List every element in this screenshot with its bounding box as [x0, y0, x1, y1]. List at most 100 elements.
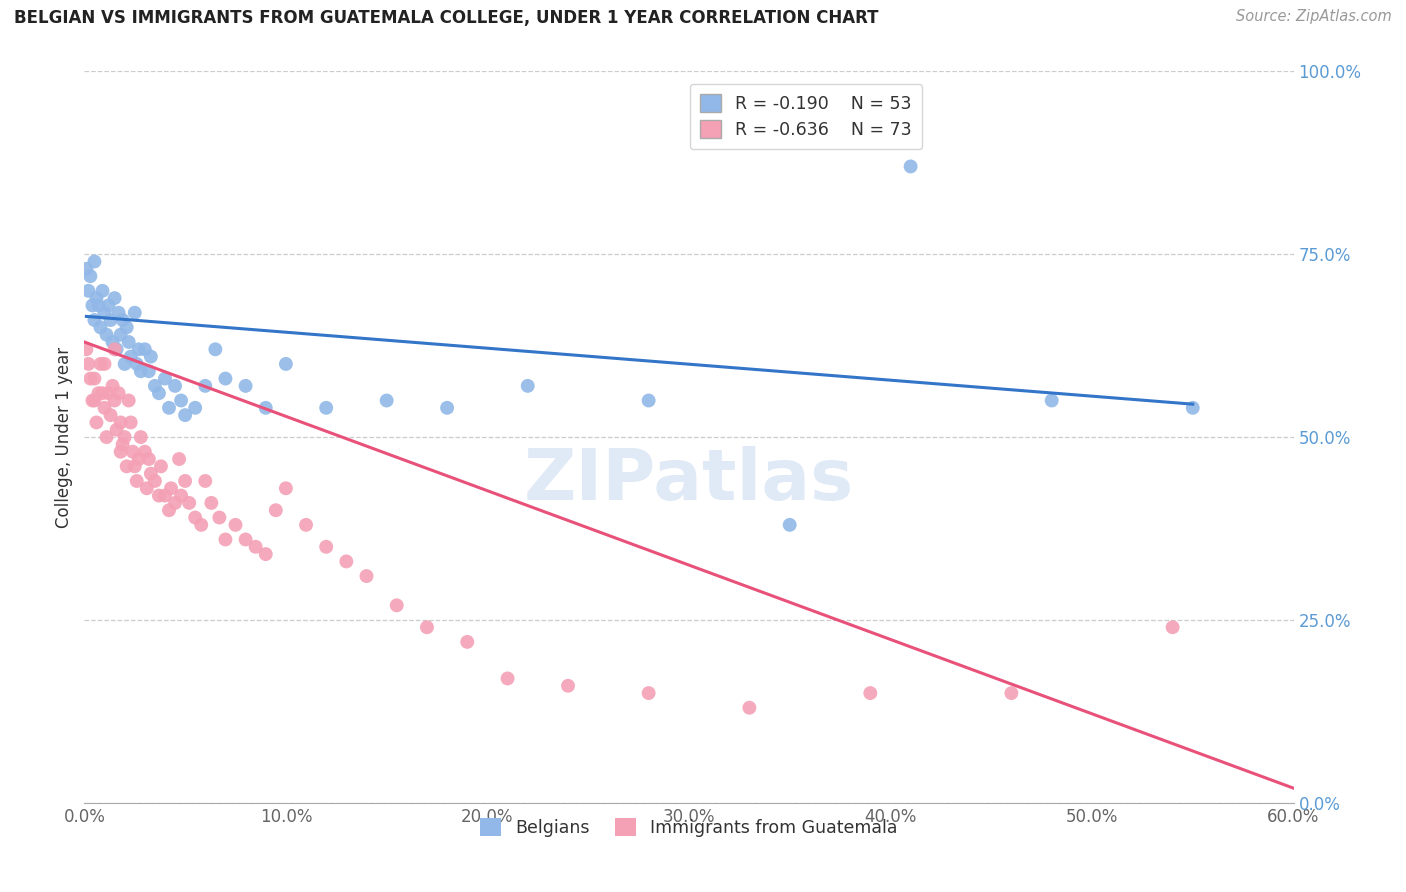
Point	[125, 357, 148, 371]
Point	[859, 686, 882, 700]
Point	[124, 306, 146, 320]
Point	[315, 401, 337, 415]
Point	[110, 444, 132, 458]
Point	[436, 401, 458, 415]
Point	[637, 686, 659, 700]
Point	[167, 452, 190, 467]
Point	[120, 350, 142, 364]
Point	[315, 540, 337, 554]
Point	[79, 371, 101, 385]
Point	[143, 379, 166, 393]
Point	[214, 533, 236, 547]
Point	[356, 569, 378, 583]
Point	[235, 533, 257, 547]
Point	[779, 517, 801, 532]
Text: ZIPatlas: ZIPatlas	[524, 447, 853, 516]
Point	[100, 408, 122, 422]
Point	[637, 393, 659, 408]
Point	[1040, 393, 1063, 408]
Point	[190, 517, 212, 532]
Point	[83, 393, 105, 408]
Point	[111, 437, 134, 451]
Point	[208, 510, 231, 524]
Point	[120, 416, 142, 430]
Text: BELGIAN VS IMMIGRANTS FROM GUATEMALA COLLEGE, UNDER 1 YEAR CORRELATION CHART: BELGIAN VS IMMIGRANTS FROM GUATEMALA COL…	[14, 9, 879, 27]
Point	[105, 343, 128, 357]
Point	[129, 430, 152, 444]
Point	[143, 474, 166, 488]
Point	[114, 357, 136, 371]
Point	[165, 379, 187, 393]
Point	[75, 261, 97, 276]
Point	[385, 599, 408, 613]
Point	[105, 423, 128, 437]
Point	[200, 496, 222, 510]
Point	[225, 517, 247, 532]
Point	[110, 416, 132, 430]
Point	[75, 343, 97, 357]
Point	[87, 386, 110, 401]
Point	[138, 364, 160, 378]
Point	[416, 620, 439, 634]
Point	[900, 160, 922, 174]
Point	[194, 379, 217, 393]
Point	[97, 298, 120, 312]
Point	[93, 401, 115, 415]
Point	[110, 327, 132, 342]
Point	[111, 313, 134, 327]
Point	[170, 393, 193, 408]
Point	[456, 635, 478, 649]
Point	[107, 306, 129, 320]
Point	[89, 357, 111, 371]
Point	[83, 254, 105, 268]
Point	[153, 489, 176, 503]
Point	[77, 357, 100, 371]
Point	[124, 459, 146, 474]
Point	[89, 320, 111, 334]
Point	[97, 386, 120, 401]
Point	[107, 386, 129, 401]
Point	[104, 393, 127, 408]
Point	[91, 386, 114, 401]
Point	[148, 489, 170, 503]
Point	[135, 481, 157, 495]
Point	[149, 459, 172, 474]
Point	[170, 489, 193, 503]
Point	[96, 430, 118, 444]
Point	[194, 474, 217, 488]
Point	[82, 393, 104, 408]
Point	[1181, 401, 1204, 415]
Point	[104, 343, 127, 357]
Point	[129, 364, 152, 378]
Point	[83, 313, 105, 327]
Point	[148, 386, 170, 401]
Point	[496, 672, 519, 686]
Point	[174, 474, 197, 488]
Point	[128, 343, 150, 357]
Point	[96, 327, 118, 342]
Point	[157, 401, 180, 415]
Point	[184, 510, 207, 524]
Point	[77, 284, 100, 298]
Point	[91, 284, 114, 298]
Point	[295, 517, 318, 532]
Point	[516, 379, 538, 393]
Point	[118, 334, 141, 349]
Point	[245, 540, 267, 554]
Point	[125, 474, 148, 488]
Point	[184, 401, 207, 415]
Point	[204, 343, 226, 357]
Point	[86, 416, 108, 430]
Point	[174, 408, 197, 422]
Point	[139, 350, 162, 364]
Point	[375, 393, 398, 408]
Point	[165, 496, 187, 510]
Y-axis label: College, Under 1 year: College, Under 1 year	[55, 346, 73, 528]
Point	[134, 444, 156, 458]
Point	[557, 679, 579, 693]
Point	[335, 554, 357, 568]
Point	[153, 371, 176, 385]
Point	[101, 334, 124, 349]
Point	[86, 291, 108, 305]
Point	[157, 503, 180, 517]
